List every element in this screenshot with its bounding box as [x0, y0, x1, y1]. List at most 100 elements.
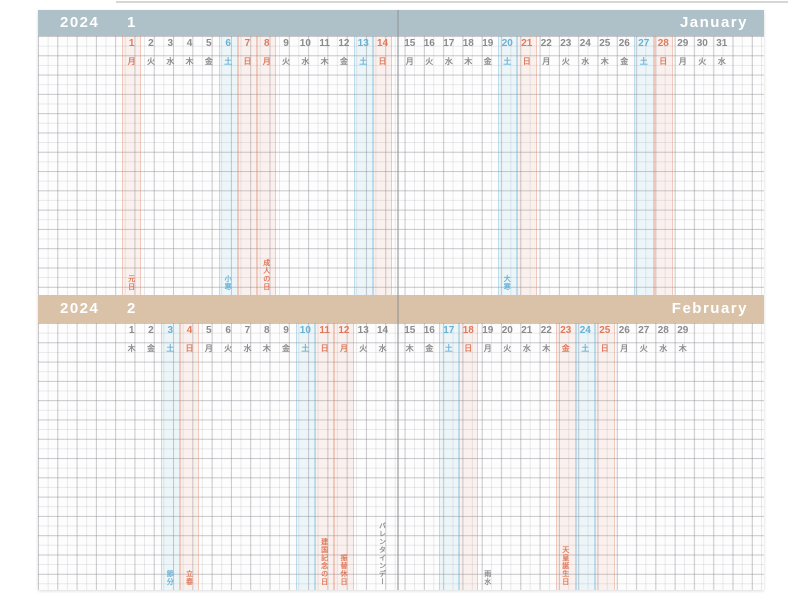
month-header: 2024 2 February: [38, 295, 764, 323]
day-number: 24: [579, 325, 591, 336]
weekend-stripe: [315, 323, 335, 590]
day-weekday: 月: [204, 344, 213, 353]
day-weekday: 金: [339, 57, 348, 66]
page-edge-line: [116, 1, 788, 3]
day-number: 5: [206, 325, 212, 336]
day-cell: 13 火: [354, 325, 373, 353]
holiday-label: 天皇誕生日: [561, 546, 569, 586]
day-cell: 28 水: [654, 325, 674, 353]
day-number: 19: [482, 38, 494, 49]
day-cell: 29 木: [673, 325, 693, 353]
day-weekday: 木: [600, 57, 609, 66]
day-weekday: 日: [464, 344, 473, 353]
day-cell: 16 火: [420, 38, 440, 66]
day-cell: 17 土: [439, 325, 459, 353]
day-weekday: 月: [127, 57, 136, 66]
day-cell: 29 月: [673, 38, 693, 66]
day-number: 4: [186, 38, 193, 49]
day-number: 29: [677, 38, 689, 49]
day-number: 10: [299, 325, 311, 336]
day-cell: 24 土: [576, 325, 596, 353]
day-number: 2: [148, 325, 154, 336]
day-cell: 26 月: [615, 325, 635, 353]
weekend-stripe: [179, 323, 200, 590]
weekend-stripe: [653, 36, 673, 295]
calendar-grid: 1 月 2 火 3 水 4 木 5 金 6 土 7 日 8 月 9 火 10 水 11 木 12 金 13 土 14 日 15 月 16 火 1…: [38, 36, 764, 295]
weekend-stripe: [160, 323, 180, 590]
day-weekday: 水: [581, 57, 590, 66]
day-cell: 11 木: [315, 38, 334, 66]
day-weekday: 木: [464, 57, 473, 66]
day-cell: 12 月: [334, 325, 353, 353]
day-weekday: 土: [503, 57, 512, 66]
weekend-stripe: [218, 36, 238, 295]
day-cell: 23 金: [556, 325, 576, 353]
day-weekday: 金: [204, 57, 213, 66]
month-section-february: 2024 2 February 1 木 2 金 3 土 4 日 5 月 6 火 7 水 8 木 9 金 10 土 11 日 12 月…: [38, 295, 764, 590]
weekend-stripe: [353, 36, 373, 295]
holiday-label: 振替休日: [339, 554, 347, 586]
day-weekday: 水: [301, 57, 310, 66]
holiday-label: 節分: [166, 570, 174, 586]
day-cell: 27 土: [634, 38, 654, 66]
day-cell: 25 日: [595, 325, 615, 353]
holiday-label: 小寒: [224, 275, 232, 291]
day-weekday: 水: [378, 344, 387, 353]
holiday-label: 成人の日: [262, 259, 270, 291]
day-cell: 23 火: [556, 38, 576, 66]
day-number: 22: [540, 38, 552, 49]
day-number: 11: [319, 38, 330, 49]
holiday-label: 立春: [185, 570, 193, 586]
day-number: 1: [128, 325, 135, 336]
day-weekday: 火: [698, 57, 707, 66]
day-cell: 31 水: [712, 38, 732, 66]
weekend-stripe: [556, 323, 576, 590]
day-number: 28: [657, 325, 669, 336]
day-number: 16: [423, 38, 435, 49]
day-weekday: 月: [620, 344, 629, 353]
day-number: 29: [677, 325, 689, 336]
day-number: 15: [404, 325, 416, 336]
day-weekday: 木: [542, 344, 551, 353]
day-number: 3: [167, 38, 174, 49]
day-weekday: 土: [166, 344, 175, 353]
day-weekday: 月: [678, 57, 687, 66]
day-number: 21: [521, 325, 533, 336]
day-cell: 14 日: [373, 38, 392, 66]
day-number: 9: [283, 38, 289, 49]
day-weekday: 木: [262, 344, 271, 353]
weekend-stripe: [334, 323, 354, 590]
day-number: 7: [244, 38, 251, 49]
day-cell: 19 金: [478, 38, 498, 66]
binding-gutter: [397, 10, 399, 590]
day-number: 15: [404, 38, 416, 49]
day-cell: 16 金: [420, 325, 440, 353]
day-weekday: 木: [678, 344, 687, 353]
day-cell: 20 火: [498, 325, 518, 353]
holiday-label: 建国記念の日: [320, 538, 328, 586]
day-cell: 21 日: [517, 38, 537, 66]
day-weekday: 水: [522, 344, 531, 353]
day-weekday: 日: [659, 57, 668, 66]
day-number: 25: [599, 38, 611, 49]
day-number: 13: [357, 325, 369, 336]
holiday-label: バレンタインデー: [378, 522, 386, 586]
day-number: 20: [501, 38, 513, 49]
day-cell: 24 水: [576, 38, 596, 66]
weekend-stripe: [237, 36, 258, 295]
day-cell: 10 水: [296, 38, 315, 66]
day-weekday: 火: [282, 57, 291, 66]
day-number: 8: [263, 38, 270, 49]
day-cell: 15 月: [400, 38, 420, 66]
day-number: 26: [618, 325, 630, 336]
day-weekday: 月: [339, 344, 348, 353]
day-cell: 19 月: [478, 325, 498, 353]
day-number: 17: [443, 325, 455, 336]
day-weekday: 火: [425, 57, 434, 66]
day-weekday: 日: [185, 344, 194, 353]
